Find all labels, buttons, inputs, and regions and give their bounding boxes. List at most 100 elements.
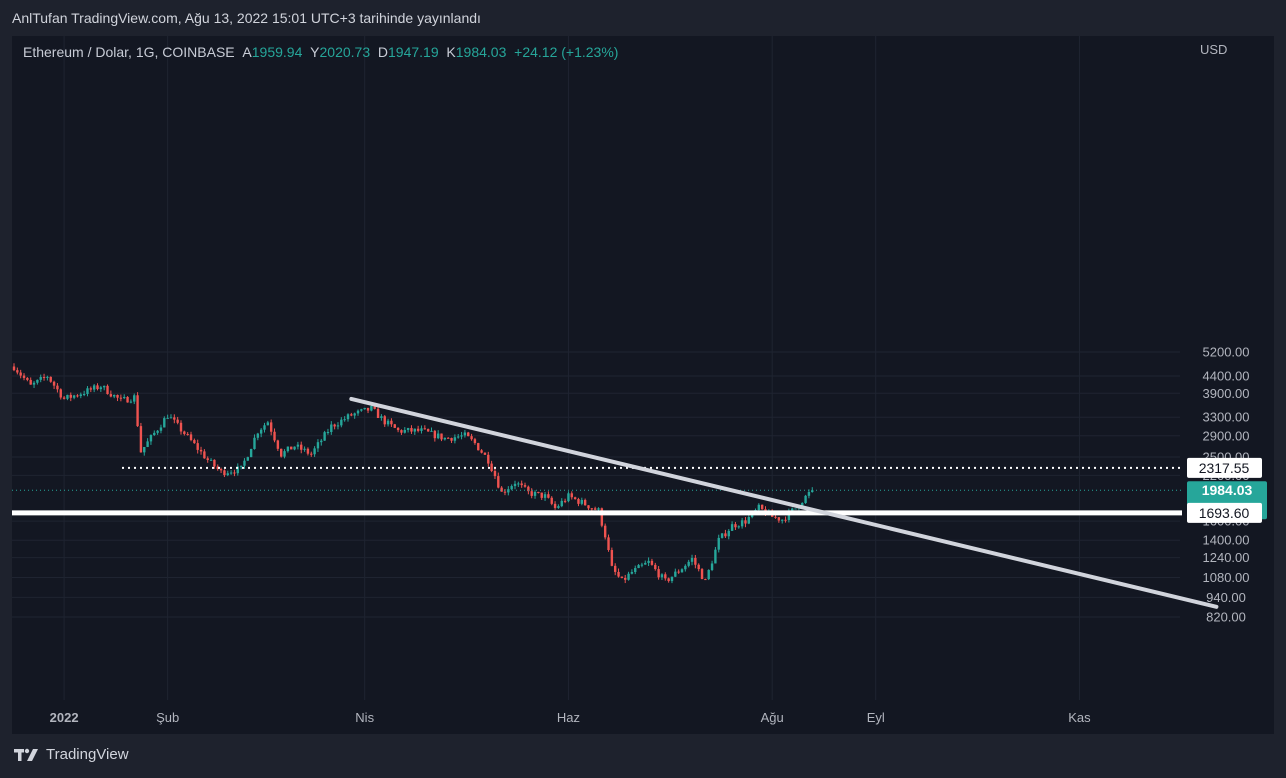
- trendline[interactable]: [349, 396, 1219, 609]
- candle-body: [527, 486, 530, 492]
- candle-body: [533, 491, 537, 496]
- candle-body: [654, 564, 657, 570]
- candle-body: [246, 457, 249, 461]
- candle-body: [420, 428, 423, 431]
- x-tick-label: 2022: [50, 710, 79, 725]
- close-label: K: [446, 44, 456, 60]
- candle-body: [72, 395, 76, 398]
- symbol-header: Ethereum / Dolar, 1G, COINBASE A1959.94 …: [23, 44, 618, 60]
- candle-body: [477, 443, 480, 451]
- candle-body: [39, 377, 42, 380]
- candle-body: [460, 435, 463, 437]
- candle-body: [106, 385, 109, 395]
- y-tick-label: 1080.00: [1203, 570, 1250, 585]
- candle-body: [239, 465, 243, 467]
- y-tick-label: 940.00: [1206, 590, 1246, 605]
- candle-body: [176, 419, 179, 423]
- low-label: D: [377, 44, 389, 60]
- currency-label: USD: [1200, 42, 1228, 57]
- y-tick-label: 5200.00: [1203, 345, 1250, 360]
- candle-body: [470, 436, 473, 440]
- candle-body: [587, 505, 590, 509]
- candle-body: [457, 436, 460, 438]
- candles: [12, 363, 814, 584]
- candle-body: [557, 506, 560, 508]
- candle-body: [627, 573, 630, 580]
- candle-body: [340, 419, 343, 426]
- candle-body: [580, 499, 583, 504]
- open-label: A: [242, 44, 252, 60]
- candle-body: [507, 489, 510, 493]
- price-tag-value: 2317.55: [1199, 460, 1250, 476]
- candle-body: [59, 389, 62, 398]
- candle-body: [350, 414, 353, 416]
- candle-body: [76, 395, 79, 397]
- candle-body: [276, 440, 280, 449]
- candle-body: [567, 493, 570, 502]
- candle-body: [677, 571, 680, 573]
- candle-body: [370, 405, 373, 411]
- candle-body: [614, 565, 617, 572]
- candle-body: [607, 537, 610, 551]
- price-tag: [1187, 457, 1262, 478]
- candle-body: [273, 431, 276, 441]
- candle-body: [156, 430, 159, 433]
- candle-body: [624, 577, 627, 580]
- close-value: 1984.03: [455, 44, 507, 60]
- candle-body: [333, 424, 336, 427]
- candle-body: [447, 437, 450, 439]
- candle-body: [82, 394, 86, 396]
- candle-body: [650, 560, 654, 565]
- candle-body: [787, 510, 791, 521]
- candle-body: [690, 557, 694, 562]
- candle-body: [363, 407, 366, 410]
- candle-body: [89, 388, 93, 390]
- candle-body: [600, 508, 604, 526]
- candle-body: [811, 490, 814, 493]
- candle-body: [697, 564, 700, 570]
- tradingview-logo[interactable]: TradingView: [14, 746, 129, 763]
- candle-body: [303, 448, 306, 450]
- candle-body: [149, 435, 153, 442]
- candle-body: [503, 491, 507, 493]
- candle-body: [406, 428, 410, 430]
- candle-body: [720, 533, 724, 538]
- candle-body: [286, 446, 290, 452]
- candle-body: [206, 458, 209, 460]
- candle-body: [670, 576, 674, 582]
- candle-body: [717, 537, 720, 550]
- price-levels: [12, 466, 1182, 516]
- candle-body: [166, 417, 169, 419]
- candle-body: [724, 533, 727, 537]
- candle-body: [143, 446, 146, 453]
- candle-body: [413, 428, 416, 432]
- candle-body: [256, 433, 260, 438]
- candle-body: [356, 410, 360, 414]
- y-tick-label: 820.00: [1206, 609, 1246, 624]
- candle-body: [740, 520, 744, 527]
- candle-body: [19, 372, 22, 376]
- candle-body: [133, 395, 136, 402]
- candle-body: [373, 405, 376, 409]
- candle-body: [186, 434, 189, 436]
- candle-body: [102, 385, 106, 388]
- open-value: 1959.94: [251, 44, 303, 60]
- candle-body: [119, 397, 123, 399]
- candle-body: [423, 428, 427, 430]
- candle-body: [233, 472, 236, 474]
- candle-body: [229, 472, 233, 474]
- price-tag-value: 1693.60: [1199, 505, 1250, 521]
- candle-body: [253, 437, 256, 449]
- candle-body: [774, 516, 777, 518]
- candle-body: [109, 394, 113, 397]
- candle-body: [757, 504, 761, 511]
- attribution-text: AnlTufan TradingView.com, Ağu 13, 2022 1…: [12, 10, 481, 26]
- candle-body: [714, 549, 717, 564]
- high-label: Y: [310, 44, 320, 60]
- candle-body: [777, 517, 781, 521]
- candle-body: [687, 561, 690, 566]
- candle-body: [704, 579, 707, 581]
- x-tick-label: Haz: [557, 710, 580, 725]
